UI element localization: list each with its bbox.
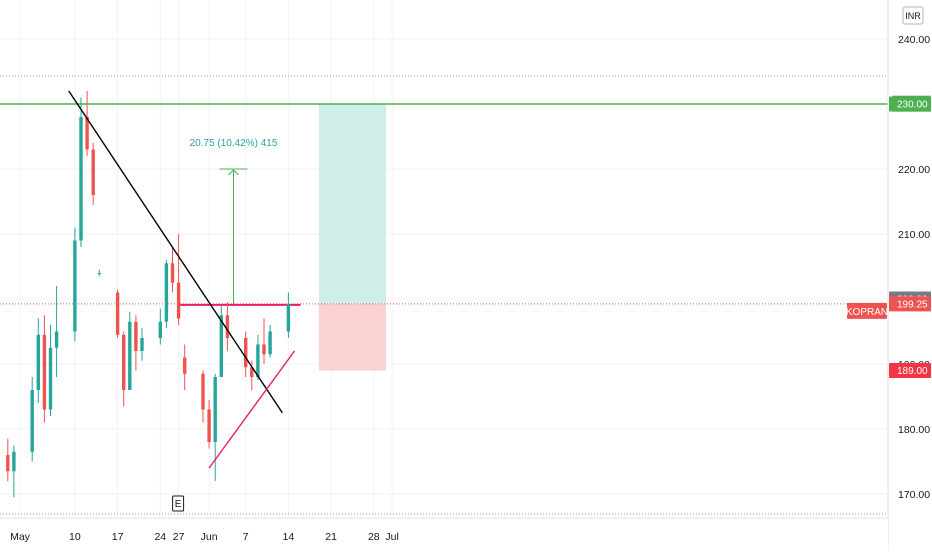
price-axis-bg: [888, 0, 932, 550]
symbol-tag-label: KOPRAN: [846, 307, 888, 318]
candle-body: [12, 451, 16, 472]
candle-body: [79, 117, 83, 241]
candle-body: [134, 321, 138, 351]
price-tag: [889, 296, 931, 312]
candle-body: [48, 347, 53, 410]
loss-zone[interactable]: [318, 303, 386, 371]
measure-label: 20.75 (10.42%) 415: [190, 138, 278, 149]
candle-body: [225, 315, 230, 338]
price-tag-label: 189.00: [897, 366, 928, 377]
candle-body: [122, 334, 126, 390]
candle-body: [158, 321, 162, 338]
price-axis[interactable]: INR170.00180.00190.00200.00210.00220.002…: [846, 0, 932, 550]
time-tick-label: 10: [69, 531, 81, 543]
candle-body: [54, 331, 59, 348]
candle-body: [176, 282, 181, 319]
candle-body: [115, 292, 120, 335]
candle-body: [128, 321, 132, 390]
candle-body: [85, 117, 89, 150]
time-tick-label: 24: [154, 531, 166, 543]
candle-body: [256, 344, 260, 377]
time-axis-bg: [0, 518, 888, 550]
grid: [0, 0, 888, 518]
currency-label: INR: [905, 11, 921, 21]
candle-body: [140, 338, 144, 351]
candles: [6, 91, 291, 498]
candle-body: [30, 390, 34, 452]
time-tick-label: May: [10, 531, 31, 543]
candle-body: [244, 338, 248, 368]
symbol-tag: [847, 302, 887, 319]
price-tick-label: 180.00: [898, 424, 930, 436]
horizontal-levels: [0, 103, 888, 306]
candle-body: [170, 263, 175, 283]
time-tick-label: Jul: [385, 531, 398, 543]
time-tick-label: 27: [173, 531, 185, 543]
earnings-marker-label: E: [175, 499, 182, 510]
time-tick-label: 28: [368, 531, 380, 543]
price-tick-label: 170.00: [898, 489, 930, 501]
candle-body: [213, 377, 217, 442]
time-tick-label: 14: [283, 531, 295, 543]
time-tick-label: Jun: [201, 531, 218, 543]
candle-body: [268, 331, 272, 355]
candle-body: [183, 357, 187, 374]
price-tick-label: 220.00: [898, 164, 930, 176]
trendlines[interactable]: [68, 90, 296, 469]
candle-body: [219, 315, 223, 377]
candle-body: [250, 367, 254, 377]
price-tag-label: 230.00: [897, 100, 928, 111]
price-tick-label: 240.00: [898, 34, 930, 46]
candle-body: [164, 263, 169, 322]
candle-body: [97, 273, 101, 274]
trendline-descending[interactable]: [68, 90, 283, 414]
candle-body: [36, 334, 40, 390]
time-tick-label: 17: [112, 531, 124, 543]
candle-body: [73, 240, 77, 332]
position-zones: [318, 104, 386, 371]
profit-zone[interactable]: [318, 104, 386, 304]
price-tick-label: 210.00: [898, 229, 930, 241]
price-tag: [889, 96, 931, 112]
price-tag: [889, 363, 931, 378]
time-tick-label: 7: [243, 531, 249, 543]
trendline-ascending[interactable]: [208, 350, 296, 469]
candle-body: [42, 334, 47, 410]
candle-body: [286, 303, 291, 332]
measure-tool[interactable]: 20.75 (10.42%) 415: [190, 138, 278, 304]
measure-arrow-icon: [228, 169, 239, 176]
earnings-marker[interactable]: [172, 495, 185, 512]
time-tick-label: 21: [325, 531, 337, 543]
candle-body: [91, 149, 95, 195]
candle-body: [6, 455, 10, 472]
currency-badge[interactable]: [902, 6, 924, 25]
candle-body: [207, 409, 211, 442]
price-tag-label: 199.25: [897, 299, 928, 310]
candle-body: [262, 344, 266, 355]
candle-body: [201, 373, 205, 410]
time-axis[interactable]: E May 10 17 24 27 Jun 7 14 21 28 Jul: [0, 495, 888, 550]
